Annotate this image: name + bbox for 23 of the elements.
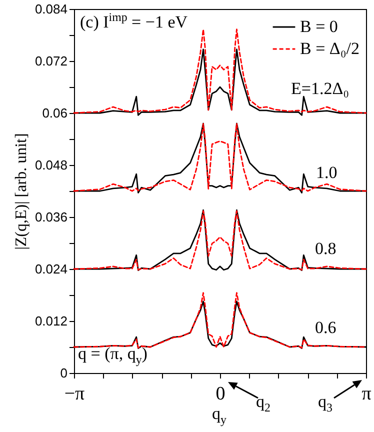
y-tick-label: 0.06 bbox=[42, 106, 68, 120]
x-axis-title: q$_{y}$ bbox=[212, 404, 226, 426]
y-tick-label: 0.084 bbox=[34, 2, 68, 16]
y-tick-label: 0.012 bbox=[34, 314, 68, 328]
annotation: (c) I$^{imp}$ = −1 eV bbox=[80, 10, 188, 32]
y-tick-label: 0.024 bbox=[34, 262, 68, 276]
annotation: 0.8 bbox=[315, 239, 336, 258]
annotation: 0.6 bbox=[315, 318, 336, 337]
annotation: E=1.2Δ₀ bbox=[291, 79, 350, 98]
legend-label: B = 0 bbox=[300, 17, 338, 36]
text: q$_{3}$ bbox=[318, 392, 332, 414]
y-tick-label: 0.036 bbox=[34, 210, 68, 224]
y-tick-label: 0.072 bbox=[34, 54, 68, 68]
x-tick-label: −π bbox=[64, 384, 86, 404]
annotation: q = (π, q$_{y}$) bbox=[78, 344, 148, 366]
y-axis-title: |Z(q,E)| [arb. unit] bbox=[12, 133, 30, 250]
annotation: 1.0 bbox=[316, 163, 338, 182]
y-tick-label: 0.048 bbox=[34, 158, 68, 172]
x-tick-label: 0 bbox=[216, 384, 226, 404]
x-tick-label: π bbox=[362, 384, 372, 404]
text: q$_{2}$ bbox=[256, 392, 270, 414]
y-tick-label: 0 bbox=[60, 366, 68, 380]
legend-label: B = Δ₀/2 bbox=[300, 39, 360, 58]
